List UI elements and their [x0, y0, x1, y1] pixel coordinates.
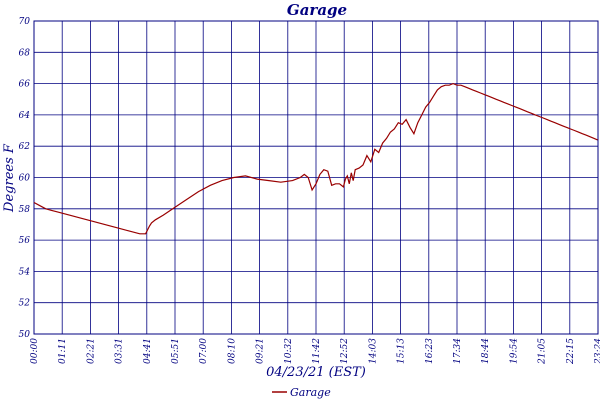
y-tick-label: 62 — [19, 142, 31, 152]
x-tick-label: 08:10 — [227, 338, 237, 364]
x-tick-label: 15:13 — [397, 338, 407, 364]
y-tick-label: 56 — [19, 236, 31, 246]
x-tick-label: 03:31 — [115, 338, 125, 364]
x-tick-label: 11:42 — [312, 338, 322, 364]
x-tick-label: 21:05 — [538, 338, 548, 365]
x-tick-label: 04:41 — [143, 338, 153, 364]
x-tick-label: 17:34 — [453, 338, 463, 364]
grid-lines — [33, 20, 599, 335]
x-tick-label: 23:24 — [594, 338, 600, 365]
y-tick-label: 70 — [19, 17, 31, 27]
y-tick-label: 50 — [19, 330, 31, 340]
y-axis-label: Degrees F — [2, 143, 17, 213]
legend: Garage — [272, 386, 331, 399]
x-tick-label: 14:03 — [368, 338, 378, 364]
chart-title: Garage — [287, 1, 347, 19]
y-tick-label: 60 — [19, 174, 31, 184]
x-tick-label: 18:44 — [481, 338, 491, 364]
y-tick-label: 68 — [19, 48, 31, 58]
x-tick-label: 19:54 — [509, 338, 519, 364]
legend-label-garage: Garage — [290, 386, 331, 399]
x-tick-label: 10:32 — [284, 338, 294, 364]
y-tick-label: 58 — [19, 205, 31, 215]
x-axis-label: 04/23/21 (EST) — [266, 365, 366, 380]
x-tick-label: 01:11 — [58, 338, 68, 364]
y-tick-label: 64 — [19, 111, 31, 121]
y-axis-ticks: 50 52 54 56 58 60 62 64 66 68 70 — [19, 17, 31, 340]
series-line-garage — [33, 82, 598, 235]
x-tick-label: 09:21 — [256, 338, 266, 364]
x-tick-label: 07:00 — [199, 338, 209, 364]
x-tick-label: 00:00 — [30, 338, 40, 364]
x-tick-label: 12:52 — [340, 338, 350, 364]
x-tick-label: 02:21 — [86, 338, 96, 364]
x-tick-label: 22:15 — [566, 338, 576, 365]
x-tick-label: 16:23 — [425, 338, 435, 364]
y-tick-label: 52 — [19, 299, 31, 309]
y-tick-label: 54 — [19, 267, 31, 277]
x-axis-ticks: 00:00 01:11 02:21 03:31 04:41 05:51 07:00 08:10… — [30, 338, 600, 365]
x-tick-label: 05:51 — [171, 338, 181, 364]
y-tick-label: 66 — [19, 80, 31, 90]
